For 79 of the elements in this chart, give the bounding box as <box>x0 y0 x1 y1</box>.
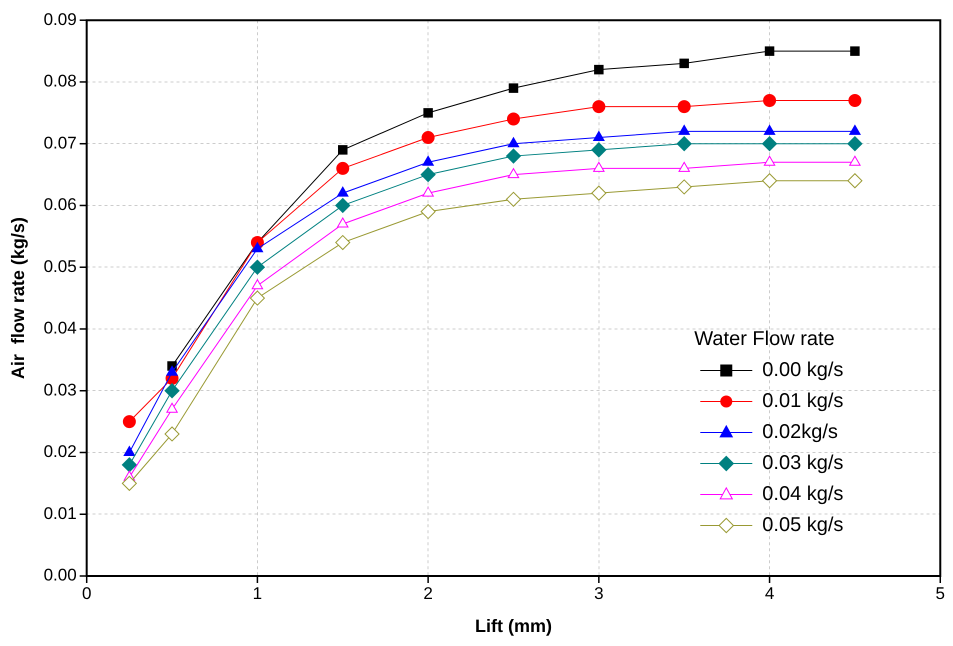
y-tick-label: 0.09 <box>44 10 77 29</box>
y-tick-label: 0.04 <box>44 318 77 338</box>
y-tick-label: 0.07 <box>44 133 77 152</box>
point <box>847 136 862 152</box>
x-tick-label: 5 <box>936 584 946 603</box>
point <box>679 58 689 68</box>
point <box>847 173 862 188</box>
point <box>336 162 350 175</box>
legend-label: 0.00 kg/s <box>762 359 844 382</box>
point <box>122 457 137 472</box>
legend-label: 0.03 kg/s <box>762 452 844 474</box>
point <box>335 235 350 250</box>
point <box>338 145 348 155</box>
point <box>252 242 264 252</box>
point <box>166 366 178 376</box>
point <box>678 124 690 135</box>
x-tick-label: 4 <box>764 584 774 603</box>
x-tick-label: 1 <box>252 584 262 603</box>
point <box>594 64 604 74</box>
point <box>676 136 692 152</box>
point <box>849 156 861 166</box>
legend-label: 0.01 kg/s <box>762 390 844 412</box>
point <box>164 426 180 442</box>
x-axis-title: Lift (mm) <box>474 616 552 636</box>
y-tick-label: 0.06 <box>44 195 77 214</box>
y-tick-label: 0.05 <box>44 256 77 276</box>
point <box>164 383 180 398</box>
point <box>420 204 436 220</box>
point <box>337 186 348 197</box>
point <box>508 137 520 148</box>
point <box>678 100 691 114</box>
y-tick-label: 0.03 <box>44 380 77 400</box>
point <box>592 100 606 114</box>
point <box>250 290 265 306</box>
point <box>508 83 518 93</box>
point <box>763 94 776 107</box>
point <box>848 94 862 107</box>
legend-label: 0.04 kg/s <box>762 483 844 506</box>
point <box>506 192 521 207</box>
point <box>591 186 606 201</box>
point <box>422 186 434 197</box>
point <box>423 108 433 118</box>
point <box>762 136 778 152</box>
point <box>252 279 264 290</box>
point <box>122 415 136 428</box>
point <box>764 124 776 135</box>
point <box>593 162 605 172</box>
y-tick-label: 0.00 <box>44 566 77 585</box>
legend-title: Water Flow rate <box>694 328 835 350</box>
y-tick-label: 0.08 <box>44 72 77 91</box>
point <box>850 46 860 56</box>
x-tick-label: 3 <box>594 584 604 603</box>
point <box>335 198 350 213</box>
point <box>764 156 776 166</box>
point <box>764 46 774 56</box>
point <box>593 131 605 142</box>
legend-label: 0.05 kg/s <box>762 514 844 536</box>
point <box>124 446 136 456</box>
point <box>678 162 690 172</box>
x-tick-label: 0 <box>82 584 92 603</box>
point <box>508 168 520 178</box>
point <box>849 124 861 135</box>
point <box>506 112 520 126</box>
point <box>676 179 692 194</box>
y-axis-title: Air flow rate (kg/s) <box>8 217 28 380</box>
point <box>166 402 178 413</box>
point <box>122 476 137 491</box>
y-tick-label: 0.01 <box>44 504 77 523</box>
point <box>762 173 778 188</box>
legend-label: 0.02kg/s <box>762 421 838 444</box>
point <box>422 156 434 166</box>
point <box>337 217 348 228</box>
point <box>506 148 521 164</box>
point <box>591 142 606 158</box>
point <box>422 131 435 144</box>
y-tick-label: 0.02 <box>44 442 77 462</box>
x-tick-label: 2 <box>423 584 433 603</box>
point <box>250 260 265 275</box>
point <box>420 167 436 182</box>
